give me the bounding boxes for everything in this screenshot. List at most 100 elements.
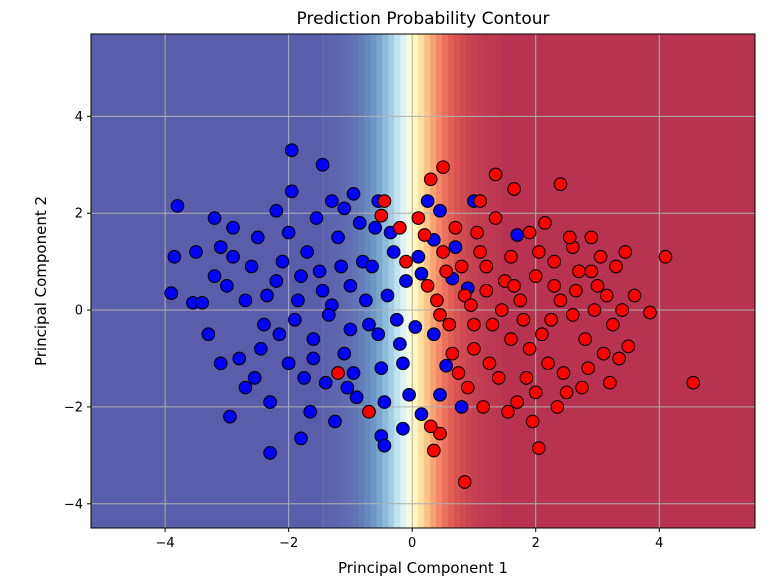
data-point-class-0 (250, 230, 265, 245)
data-point-class-1 (454, 259, 469, 274)
data-point-class-0 (439, 358, 454, 373)
data-point-class-1 (436, 245, 450, 259)
contour-band (430, 34, 437, 528)
data-point-class-1 (473, 194, 487, 208)
data-point-class-1 (423, 419, 438, 434)
data-point-class-0 (213, 356, 228, 371)
scatter-points (164, 143, 701, 489)
data-point-class-0 (315, 157, 330, 172)
data-point-class-1 (488, 167, 503, 182)
x-tick-label: 0 (408, 536, 416, 551)
data-point-class-0 (389, 312, 404, 327)
data-point-class-0 (195, 295, 210, 310)
data-point-class-0 (411, 249, 426, 264)
contour-band (418, 34, 425, 528)
data-point-class-0 (315, 283, 330, 298)
data-point-class-0 (213, 240, 228, 254)
data-point-class-0 (275, 254, 290, 269)
data-point-class-0 (352, 216, 367, 230)
data-point-class-1 (658, 249, 673, 264)
data-point-class-1 (615, 303, 630, 317)
data-point-class-0 (294, 269, 308, 284)
data-point-class-0 (207, 211, 222, 225)
data-point-class-0 (399, 274, 413, 288)
data-point-class-1 (377, 194, 392, 208)
data-point-class-1 (451, 366, 466, 380)
contour-band (489, 34, 497, 528)
data-point-class-1 (420, 278, 435, 293)
data-point-class-1 (448, 220, 463, 235)
x-tick-label: −2 (279, 536, 298, 551)
data-point-class-0 (263, 395, 277, 409)
contour-band (436, 34, 443, 528)
data-point-class-1 (556, 366, 571, 380)
data-point-class-0 (343, 278, 358, 293)
data-point-class-0 (272, 327, 287, 342)
data-point-class-1 (643, 305, 657, 320)
data-point-class-1 (547, 254, 562, 269)
data-point-class-1 (602, 375, 617, 390)
data-point-class-1 (423, 172, 438, 187)
contour-band (364, 34, 371, 528)
data-point-class-0 (402, 387, 416, 402)
data-point-class-1 (491, 371, 506, 385)
contour-band (382, 34, 389, 528)
contour-band (352, 34, 360, 528)
data-point-class-1 (482, 356, 497, 371)
data-point-class-0 (396, 421, 410, 436)
chart-title: Prediction Probability Contour (297, 9, 550, 29)
contour-band (376, 34, 383, 528)
data-point-class-1 (553, 293, 568, 308)
data-point-class-1 (562, 230, 577, 245)
data-point-class-1 (445, 346, 460, 361)
data-point-class-1 (457, 288, 472, 303)
contour-band (358, 34, 366, 528)
contour-band (370, 34, 377, 528)
data-point-class-0 (303, 404, 318, 419)
data-point-class-0 (426, 327, 441, 342)
data-point-class-1 (596, 346, 611, 361)
data-point-class-1 (426, 443, 441, 458)
data-point-class-1 (457, 475, 472, 489)
data-point-class-0 (420, 194, 435, 208)
plot-frame (90, 33, 756, 529)
data-point-class-0 (247, 371, 262, 385)
data-point-class-1 (572, 264, 586, 279)
contour-band (477, 34, 485, 528)
data-point-class-1 (522, 225, 537, 240)
data-point-class-0 (337, 346, 352, 361)
data-point-class-1 (593, 249, 608, 264)
data-point-class-1 (525, 414, 540, 429)
y-axis-label: Principal Component 2 (32, 196, 50, 366)
data-point-class-1 (547, 278, 562, 293)
data-point-class-1 (473, 245, 487, 259)
data-point-class-0 (226, 249, 240, 264)
data-point-class-1 (374, 208, 389, 223)
data-point-class-1 (433, 308, 447, 322)
data-point-class-1 (522, 341, 537, 356)
data-point-class-1 (575, 380, 589, 395)
data-point-class-0 (220, 278, 234, 293)
data-point-class-0 (454, 400, 469, 414)
contour-band (483, 34, 491, 528)
data-point-class-0 (371, 327, 386, 342)
data-point-class-1 (535, 327, 549, 342)
data-point-class-0 (365, 259, 379, 274)
x-tick-label: 4 (655, 536, 663, 551)
data-point-class-0 (380, 288, 395, 303)
data-point-class-1 (618, 245, 633, 259)
data-point-class-1 (569, 283, 583, 298)
data-point-class-0 (254, 341, 268, 356)
data-point-class-1 (411, 211, 426, 225)
data-point-class-1 (442, 317, 457, 332)
data-point-class-0 (281, 225, 296, 240)
data-point-class-1 (513, 293, 528, 308)
data-point-class-0 (244, 259, 259, 274)
data-point-class-0 (392, 337, 407, 351)
data-point-class-0 (340, 380, 355, 395)
data-point-class-1 (606, 317, 620, 332)
data-point-class-0 (257, 317, 271, 332)
data-point-class-1 (541, 356, 555, 371)
data-point-class-0 (386, 245, 401, 259)
data-point-class-0 (362, 317, 376, 332)
